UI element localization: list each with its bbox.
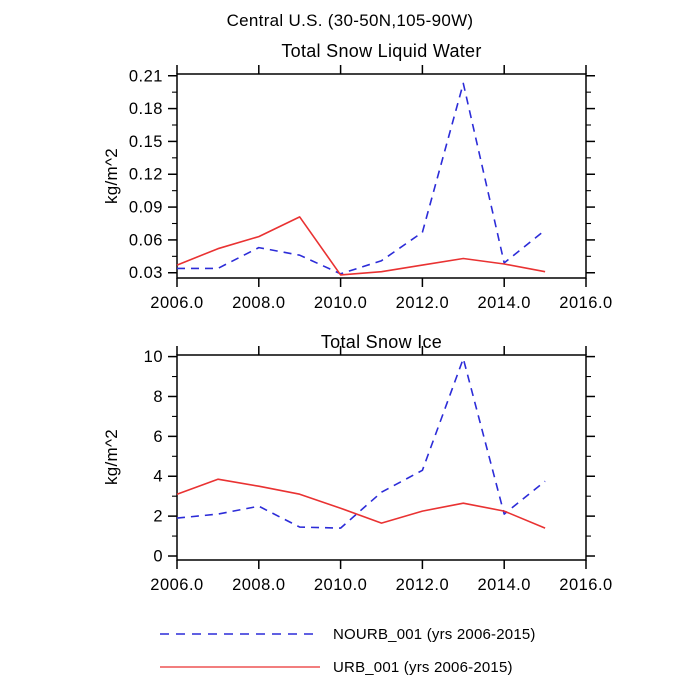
- x-tick-label: 2010.0: [314, 576, 367, 594]
- x-tick-label: 2012.0: [396, 576, 449, 594]
- y-tick-label: 0: [153, 548, 163, 566]
- x-tick-label: 2016.0: [559, 294, 612, 312]
- y-tick-label: 4: [153, 468, 163, 486]
- solid-line-swatch-icon: [160, 666, 320, 668]
- y-tick-label: 8: [153, 388, 163, 406]
- y-tick-label: 0.12: [129, 166, 163, 184]
- series-line-nourb_001: [176, 357, 546, 529]
- x-tick-label: 2014.0: [477, 294, 530, 312]
- y-tick-label: 0.18: [129, 100, 163, 118]
- x-tick-label: 2012.0: [396, 294, 449, 312]
- series-line-urb_001: [176, 216, 546, 276]
- y-tick-label: 0.21: [129, 67, 163, 85]
- x-tick-label: 2008.0: [232, 294, 285, 312]
- series-line-urb_001: [176, 478, 546, 529]
- series-line-nourb_001: [177, 82, 546, 275]
- chart2-title: Total Snow Ice: [320, 332, 443, 352]
- chart1-title: Total Snow Liquid Water: [281, 41, 482, 61]
- x-tick-label: 2010.0: [314, 294, 367, 312]
- x-tick-label: 2006.0: [150, 294, 203, 312]
- legend-item-urb: URB_001 (yrs 2006-2015): [159, 658, 513, 676]
- y-tick-label: 0.09: [129, 199, 163, 217]
- y-tick-label: 6: [153, 428, 163, 446]
- x-tick-label: 2008.0: [232, 576, 285, 594]
- x-tick-label: 2006.0: [150, 576, 203, 594]
- legend-label-nourb: NOURB_001 (yrs 2006-2015): [333, 625, 536, 643]
- chart2-group: 2006.0 2008.0 2010.0 2012.0 2014.0 2016.0 0 2 4 6…: [144, 346, 612, 594]
- legend-item-nourb: NOURB_001 (yrs 2006-2015): [159, 625, 536, 643]
- y-tick-label: 0.06: [129, 231, 163, 249]
- dashed-line-swatch-icon: [160, 633, 320, 635]
- axis-frame: [176, 354, 587, 561]
- x-tick-label: 2014.0: [477, 576, 530, 594]
- y-tick-label: 2: [153, 508, 163, 526]
- figure-title: Central U.S. (30-50N,105-90W): [226, 11, 474, 30]
- y-tick-label: 10: [144, 348, 163, 366]
- y-tick-label: 0.03: [129, 264, 163, 282]
- legend-label-urb: URB_001 (yrs 2006-2015): [333, 658, 513, 676]
- chart1-group: 2006.0 2008.0 2010.0 2012.0 2014.0 2016.0 0.03…: [129, 65, 612, 312]
- x-tick-label: 2016.0: [559, 576, 612, 594]
- y-tick-label: 0.15: [129, 133, 163, 151]
